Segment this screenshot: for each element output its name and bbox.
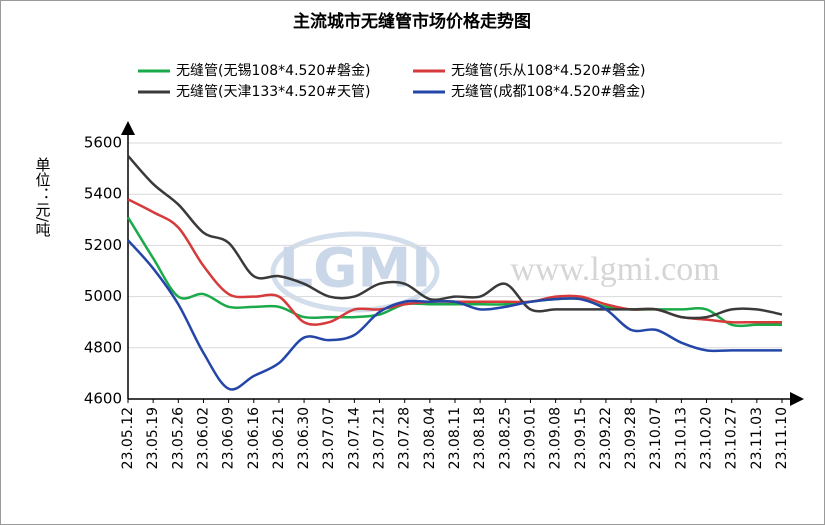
x-tick-label: 23.07.28 (397, 407, 413, 469)
x-tick-label: 23.09.28 (623, 407, 639, 469)
x-tick-label: 23.07.21 (372, 407, 388, 469)
x-tick-label: 23.10.07 (648, 407, 664, 469)
watermark-url: www.lgmi.com (510, 251, 719, 288)
x-tick-label: 23.05.12 (120, 407, 136, 469)
series-line (127, 239, 782, 391)
y-tick-label: 5200 (84, 236, 122, 254)
x-tick-label: 23.10.20 (699, 407, 715, 469)
x-tick-label: 23.09.22 (598, 407, 614, 469)
x-tick-label: 23.05.19 (145, 407, 161, 469)
x-tick-label: 23.08.11 (447, 407, 463, 469)
x-tick-label: 23.11.03 (749, 407, 765, 469)
series-line (127, 154, 783, 320)
x-tick-label: 23.10.27 (724, 407, 740, 469)
x-tick-label: 23.09.15 (573, 407, 589, 469)
legend-label: 无缝管(天津133*4.520#天管) (176, 84, 370, 100)
legend-label: 无缝管(无锡108*4.520#磐金) (176, 63, 370, 79)
y-axis-arrow (121, 121, 135, 135)
x-tick-label: 23.06.21 (271, 407, 287, 469)
x-tick-label: 23.09.08 (548, 407, 564, 469)
series-line (126, 216, 782, 328)
x-tick-label: 23.06.02 (195, 407, 211, 469)
y-tick-label: 5000 (84, 287, 122, 305)
chart-title: 主流城市无缝管市场价格走势图 (293, 11, 531, 32)
x-tick-label: 23.05.26 (170, 407, 186, 469)
x-tick-label: 23.08.18 (472, 407, 488, 469)
x-tick-label: 23.07.07 (321, 407, 337, 469)
y-tick-label: 5600 (84, 134, 122, 152)
legend-label: 无缝管(乐从108*4.520#磐金) (451, 63, 645, 79)
y-tick-label: 4800 (84, 338, 122, 356)
x-tick-label: 23.10.13 (673, 407, 689, 469)
y-tick-label: 5400 (84, 185, 122, 203)
x-tick-label: 23.06.16 (246, 407, 262, 469)
x-tick-label: 23.09.01 (522, 407, 538, 469)
legend-label: 无缝管(成都108*4.520#磐金) (451, 84, 645, 100)
watermark-logo: LGMI (279, 237, 432, 300)
x-tick-label: 23.06.09 (221, 407, 237, 469)
x-tick-label: 23.11.10 (774, 407, 790, 469)
x-tick-label: 23.06.30 (296, 407, 312, 469)
y-tick-label: 4600 (84, 390, 122, 408)
x-tick-label: 23.07.14 (346, 407, 362, 469)
x-tick-label: 23.08.25 (497, 407, 513, 469)
x-axis-arrow (790, 392, 804, 406)
y-axis-label: 单位：元/吨 (34, 157, 52, 237)
x-tick-label: 23.08.04 (422, 407, 438, 469)
